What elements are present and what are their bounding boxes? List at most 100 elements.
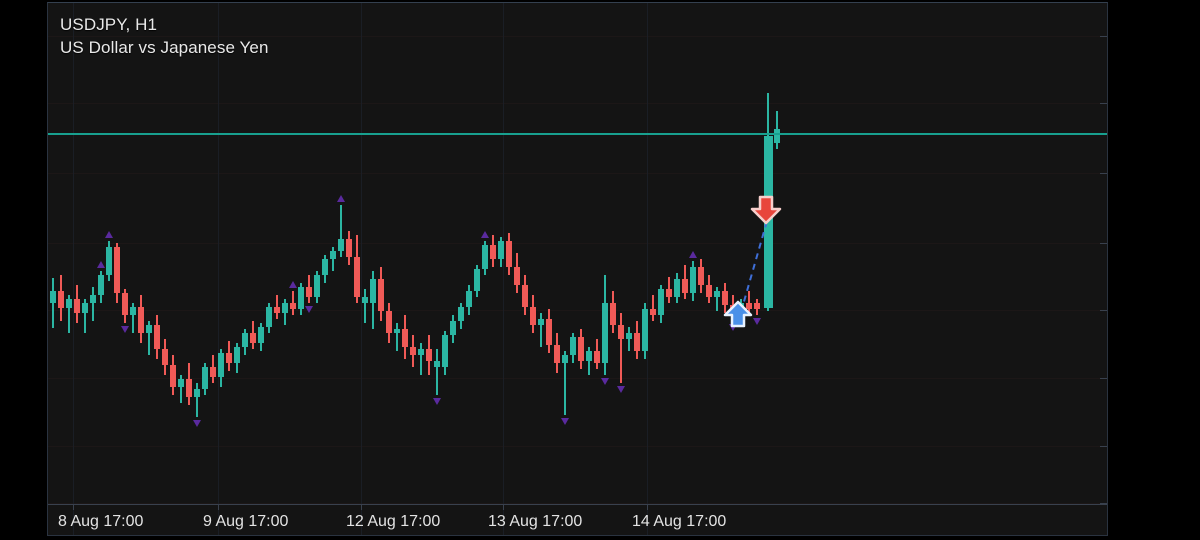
candlestick[interactable] (298, 283, 304, 315)
candlestick[interactable] (626, 327, 632, 351)
candlestick[interactable] (690, 261, 696, 301)
candlestick[interactable] (666, 277, 672, 303)
candlestick[interactable] (682, 265, 688, 299)
candlestick[interactable] (658, 285, 664, 323)
candlestick[interactable] (402, 315, 408, 359)
candlestick[interactable] (346, 231, 352, 265)
sell-signal-arrow[interactable] (750, 195, 782, 225)
candlestick[interactable] (386, 303, 392, 343)
candlestick[interactable] (186, 363, 192, 405)
x-axis[interactable]: 8 Aug 17:00 9 Aug 17:00 12 Aug 17:00 13 Aug… (48, 504, 1107, 535)
candlestick[interactable] (370, 271, 376, 329)
candlestick[interactable] (586, 347, 592, 375)
candlestick[interactable] (706, 275, 712, 303)
candlestick[interactable] (698, 259, 704, 293)
candlestick[interactable] (282, 299, 288, 325)
candlestick[interactable] (234, 343, 240, 373)
candlestick[interactable] (218, 349, 224, 387)
candlestick[interactable] (530, 295, 536, 333)
candlestick[interactable] (562, 351, 568, 415)
candlestick[interactable] (266, 303, 272, 333)
candle-body (162, 349, 168, 365)
candlestick-plot[interactable] (48, 3, 1107, 535)
candlestick[interactable] (538, 313, 544, 347)
candlestick[interactable] (506, 233, 512, 275)
candlestick[interactable] (602, 275, 608, 375)
candlestick[interactable] (314, 271, 320, 303)
candlestick[interactable] (546, 309, 552, 353)
candlestick[interactable] (378, 267, 384, 321)
candlestick[interactable] (82, 299, 88, 333)
candlestick[interactable] (130, 303, 136, 333)
candlestick[interactable] (162, 339, 168, 375)
candlestick[interactable] (594, 339, 600, 369)
candlestick[interactable] (442, 331, 448, 375)
candlestick[interactable] (290, 291, 296, 315)
candlestick[interactable] (618, 313, 624, 383)
candlestick[interactable] (242, 329, 248, 355)
candlestick[interactable] (450, 315, 456, 343)
candlestick[interactable] (210, 355, 216, 383)
candlestick[interactable] (466, 285, 472, 315)
candlestick[interactable] (610, 291, 616, 333)
buy-signal-arrow[interactable] (723, 300, 753, 328)
candlestick[interactable] (774, 111, 780, 149)
candlestick[interactable] (50, 278, 56, 328)
candle-body (58, 291, 64, 308)
candlestick[interactable] (354, 235, 360, 303)
candlestick[interactable] (322, 255, 328, 283)
candlestick[interactable] (578, 329, 584, 369)
chart-frame[interactable]: USDJPY, H1 US Dollar vs Japanese Yen 8 A… (47, 2, 1108, 536)
candlestick[interactable] (458, 303, 464, 329)
candlestick[interactable] (514, 253, 520, 293)
candlestick[interactable] (418, 343, 424, 375)
candlestick[interactable] (482, 241, 488, 275)
candlestick[interactable] (58, 275, 64, 321)
candle-body (346, 239, 352, 257)
candlestick[interactable] (122, 289, 128, 323)
candlestick[interactable] (362, 289, 368, 323)
candlestick[interactable] (490, 235, 496, 267)
candlestick[interactable] (66, 295, 72, 333)
candlestick[interactable] (98, 271, 104, 303)
candlestick[interactable] (650, 295, 656, 321)
candlestick[interactable] (170, 355, 176, 395)
candlestick[interactable] (426, 335, 432, 375)
candlestick[interactable] (330, 247, 336, 271)
candlestick[interactable] (634, 321, 640, 359)
candlestick[interactable] (434, 349, 440, 395)
candlestick[interactable] (522, 275, 528, 315)
candlestick[interactable] (258, 323, 264, 351)
candlestick[interactable] (394, 323, 400, 351)
candlestick[interactable] (338, 205, 344, 257)
candle-body (386, 311, 392, 333)
candlestick[interactable] (474, 265, 480, 297)
candlestick[interactable] (722, 283, 728, 313)
candlestick[interactable] (138, 295, 144, 343)
candlestick[interactable] (642, 303, 648, 359)
candlestick[interactable] (114, 243, 120, 303)
candlestick[interactable] (674, 273, 680, 303)
candlestick[interactable] (202, 363, 208, 395)
candlestick[interactable] (146, 321, 152, 355)
candlestick[interactable] (178, 375, 184, 403)
x-axis-tick (218, 505, 219, 510)
candlestick[interactable] (106, 241, 112, 281)
candlestick[interactable] (226, 341, 232, 371)
candlestick[interactable] (554, 333, 560, 373)
candlestick[interactable] (498, 237, 504, 267)
candlestick[interactable] (306, 275, 312, 303)
candlestick[interactable] (754, 299, 760, 315)
candlestick[interactable] (154, 315, 160, 359)
candlestick[interactable] (570, 333, 576, 363)
candlestick[interactable] (410, 335, 416, 367)
candlestick[interactable] (274, 295, 280, 319)
candlestick[interactable] (90, 287, 96, 321)
candlestick[interactable] (250, 321, 256, 349)
candle-wick (588, 347, 590, 375)
candlestick[interactable] (714, 287, 720, 311)
signal-marker-down-icon (561, 418, 569, 425)
candlestick[interactable] (74, 285, 80, 323)
resistance-level-line[interactable] (48, 133, 1107, 135)
candlestick[interactable] (194, 383, 200, 417)
